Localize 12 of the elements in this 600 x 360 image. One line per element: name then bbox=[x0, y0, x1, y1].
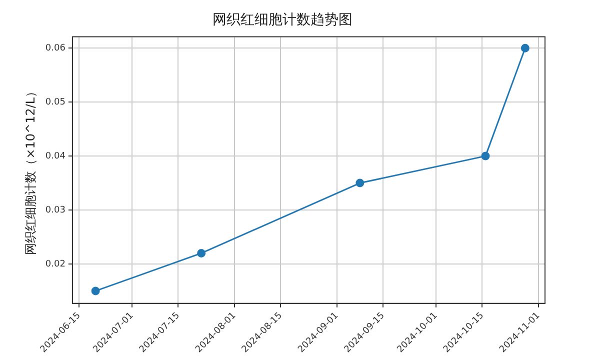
point bbox=[91, 286, 100, 296]
point bbox=[356, 178, 364, 188]
point bbox=[481, 152, 490, 160]
chart-title: 网织红细胞计数趋势图 bbox=[212, 12, 352, 28]
y-tick-label: 0.05 bbox=[45, 97, 66, 108]
point bbox=[197, 248, 206, 258]
y-tick-label: 0.03 bbox=[45, 205, 66, 216]
y-axis-title: 网织红细胞计数（×10^12/L） bbox=[23, 85, 38, 255]
y-tick-label: 0.02 bbox=[45, 259, 66, 270]
y-tick-label: 0.06 bbox=[45, 43, 66, 54]
y-tick-label: 0.04 bbox=[45, 151, 66, 162]
point bbox=[520, 44, 530, 52]
